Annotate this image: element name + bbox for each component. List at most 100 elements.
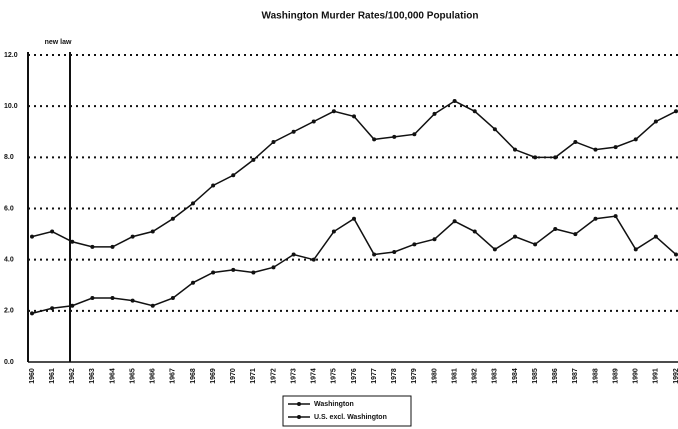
x-tick-label: 1970 [230, 368, 237, 384]
point [271, 139, 276, 144]
legend-label: Washington [314, 401, 354, 408]
point [674, 252, 678, 257]
x-tick-label: 1966 [150, 368, 157, 384]
x-tick-label: 1967 [170, 368, 177, 384]
x-tick-label: 1975 [331, 368, 338, 384]
point [392, 134, 397, 139]
x-tick-label: 1961 [49, 368, 56, 384]
point [573, 232, 578, 237]
series-line [31, 215, 677, 315]
legend-box [282, 395, 412, 427]
point [50, 306, 55, 311]
point [251, 270, 256, 275]
point [251, 157, 256, 162]
point [231, 267, 236, 272]
point [311, 257, 316, 262]
point [90, 244, 95, 249]
x-tick-label: 1965 [129, 368, 136, 384]
x-tick-label: 1980 [431, 368, 438, 384]
point [50, 229, 55, 234]
point [633, 247, 638, 252]
point [170, 296, 175, 301]
y-tick-label: 0.0 [4, 359, 14, 366]
x-tick-label: 1982 [472, 368, 479, 384]
point [492, 247, 497, 252]
point [613, 145, 618, 150]
x-tick-label: 1989 [612, 368, 619, 384]
point [191, 280, 195, 285]
chart-title: Washington Murder Rates/100,000 Populati… [262, 11, 479, 22]
point [432, 111, 437, 116]
point [653, 234, 658, 239]
x-tick-label: 1978 [391, 368, 398, 384]
point [30, 234, 34, 239]
point [291, 129, 296, 134]
point [331, 229, 336, 234]
point [533, 242, 538, 247]
x-tick-label: 1963 [89, 368, 96, 384]
point [191, 201, 195, 206]
point [653, 119, 658, 124]
point [472, 109, 477, 114]
point [271, 265, 276, 270]
x-tick-label: 1983 [492, 368, 499, 384]
x-tick-label: 1979 [411, 368, 418, 384]
y-tick-label: 10.0 [4, 103, 18, 110]
point [311, 119, 316, 124]
point [150, 229, 155, 234]
point [613, 214, 618, 219]
point [533, 155, 538, 160]
point [633, 137, 638, 142]
point [211, 270, 216, 275]
point [472, 229, 477, 234]
point [432, 237, 437, 242]
y-tick-label: 2.0 [4, 308, 14, 315]
point [291, 252, 296, 257]
legend-marker [297, 402, 301, 406]
point [130, 298, 135, 303]
point [231, 173, 236, 178]
point [150, 303, 155, 308]
x-tick-label: 1988 [592, 368, 599, 384]
point [492, 127, 497, 132]
point [170, 216, 175, 221]
y-tick-label: 6.0 [4, 205, 14, 212]
point [513, 147, 517, 152]
point [211, 183, 216, 188]
annotation: new law [45, 39, 72, 46]
point [513, 234, 517, 239]
x-tick-label: 1972 [270, 368, 277, 384]
x-tick-label: 1987 [572, 368, 579, 384]
point [392, 249, 397, 254]
y-tick-label: 4.0 [4, 257, 14, 264]
point [352, 216, 356, 221]
x-tick-label: 1984 [512, 368, 519, 384]
x-tick-label: 1992 [673, 368, 678, 384]
point [331, 109, 336, 114]
x-tick-label: 1974 [311, 368, 318, 384]
point [372, 252, 377, 257]
point [110, 244, 115, 249]
x-tick-label: 1960 [29, 368, 36, 384]
x-tick-label: 1962 [69, 368, 76, 384]
point [372, 137, 377, 142]
x-tick-label: 1964 [109, 368, 116, 384]
point [70, 303, 75, 308]
x-tick-label: 1991 [653, 368, 660, 384]
point [452, 99, 457, 104]
x-tick-label: 1976 [351, 368, 358, 384]
point [573, 139, 578, 144]
x-tick-label: 1971 [250, 368, 257, 384]
point [352, 114, 356, 119]
x-tick-label: 1968 [190, 368, 197, 384]
point [553, 226, 558, 231]
legend-marker [297, 415, 301, 419]
point [553, 155, 558, 160]
x-tick-label: 1990 [633, 368, 640, 384]
point [412, 132, 417, 137]
point [30, 311, 34, 316]
point [130, 234, 135, 239]
y-tick-label: 12.0 [4, 52, 18, 59]
point [674, 109, 678, 114]
